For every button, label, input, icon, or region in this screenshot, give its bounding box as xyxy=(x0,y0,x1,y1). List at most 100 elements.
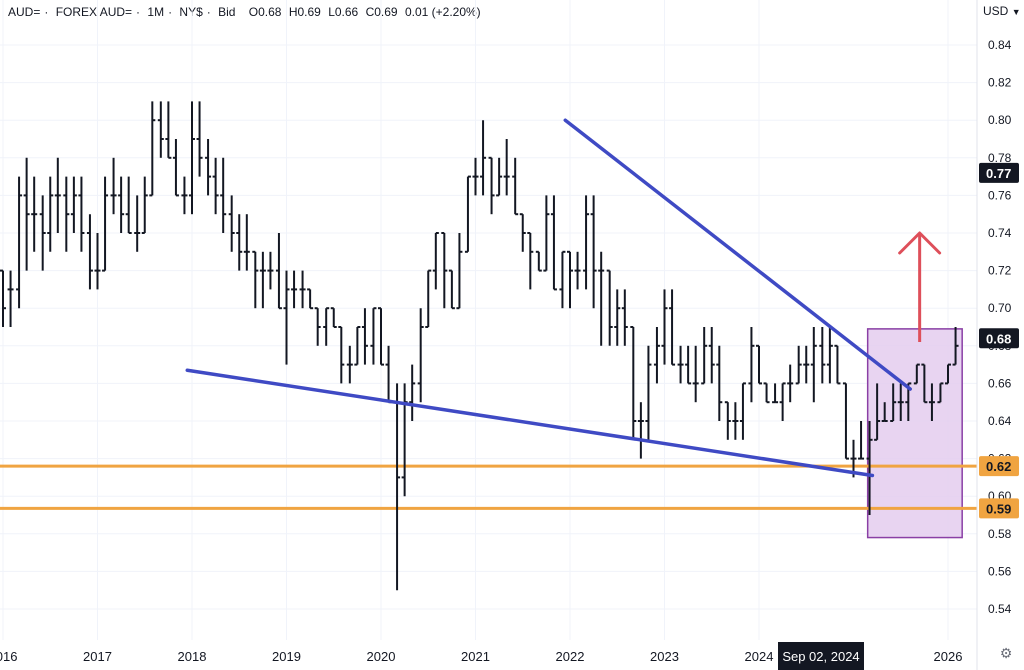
trend-line-0[interactable] xyxy=(563,118,912,391)
price-label-tag: 0.59 xyxy=(979,498,1019,519)
ohlc-bar xyxy=(441,232,448,309)
x-tick-label: 2016 xyxy=(0,649,17,664)
ohlc-bar xyxy=(583,195,590,290)
ohlc-bar xyxy=(937,382,944,404)
ohlc-bar xyxy=(763,382,770,404)
price-label-bg xyxy=(979,456,1019,477)
ohlc-bar xyxy=(409,364,416,421)
ohlc-bar xyxy=(787,364,794,403)
ohlc-bar xyxy=(307,288,314,310)
ohlc-low: L0.66 xyxy=(328,5,359,19)
ohlc-bar xyxy=(692,345,699,403)
ohlc-bar xyxy=(653,327,660,384)
ohlc-bar xyxy=(685,345,692,385)
ohlc-bar xyxy=(385,345,392,404)
ohlc-bar xyxy=(810,327,817,403)
ohlc-bar xyxy=(921,363,928,404)
ohlc-bar xyxy=(299,270,306,309)
ohlc-bar xyxy=(464,175,471,253)
y-tick-label: 0.70 xyxy=(988,301,1012,315)
y-tick-label: 0.82 xyxy=(988,76,1012,90)
gear-icon[interactable]: ⚙ xyxy=(999,645,1013,661)
grid xyxy=(0,0,977,640)
y-tick-label: 0.58 xyxy=(988,527,1012,541)
support-lines xyxy=(0,464,977,510)
ohlc-bars xyxy=(0,101,959,591)
ohlc-bar xyxy=(716,345,723,421)
ohlc-bar xyxy=(606,269,613,346)
ohlc-bar xyxy=(157,101,164,158)
price-type: Bid xyxy=(218,5,236,19)
price-label-tag: 0.68 xyxy=(979,328,1019,349)
ohlc-bar xyxy=(858,421,865,460)
source: NY$ xyxy=(179,5,203,19)
currency-selector[interactable]: USD ▼ xyxy=(983,4,1021,18)
ohlc-bar xyxy=(567,250,573,309)
y-tick-label: 0.84 xyxy=(988,38,1012,52)
ohlc-bar xyxy=(236,214,243,271)
ohlc-bar xyxy=(31,176,38,252)
price-axis: 0.84 0.82 0.80 0.78 0.76 0.74 0.72 0.70 0.68 0.66… xyxy=(979,38,1019,616)
ohlc-bar xyxy=(243,214,250,271)
currency-label: USD xyxy=(983,4,1009,18)
arrow-layer xyxy=(898,231,942,343)
ohlc-high: H0.69 xyxy=(288,5,321,19)
ohlc-bar xyxy=(677,345,684,384)
ohlc-bar xyxy=(795,345,802,385)
ohlc-bar xyxy=(645,345,652,440)
ohlc-bar xyxy=(842,382,849,460)
ohlc-bar xyxy=(724,401,731,440)
y-tick-label: 0.78 xyxy=(988,151,1012,165)
y-tick-label: 0.66 xyxy=(988,376,1012,390)
y-tick-label: 0.74 xyxy=(988,226,1012,240)
ohlc-bar xyxy=(661,289,668,365)
y-tick-label: 0.76 xyxy=(988,188,1012,202)
up-arrow-head[interactable] xyxy=(898,231,942,255)
ohlc-bar xyxy=(228,195,235,252)
ohlc-bar xyxy=(196,101,203,177)
ohlc-bar xyxy=(480,120,487,196)
ohlc-bar xyxy=(913,363,920,385)
ohlc-bar xyxy=(928,383,935,421)
price-label-text: 0.77 xyxy=(986,166,1011,181)
x-tick-label: 2023 xyxy=(650,649,679,664)
ohlc-bar xyxy=(952,327,959,366)
ohlc-bar xyxy=(630,326,637,440)
ohlc-bar xyxy=(598,251,605,346)
ohlc-bar xyxy=(708,327,715,384)
ohlc-bar xyxy=(425,269,432,328)
price-label-text: 0.62 xyxy=(986,459,1011,474)
ohlc-bar xyxy=(614,289,621,346)
symbol-header: AUD= · FOREX AUD= · 1M · NY$ · Bid O0.68 H0.… xyxy=(8,5,481,19)
ohlc-bar xyxy=(361,308,368,365)
ohlc-bar xyxy=(110,157,117,215)
y-tick-label: 0.80 xyxy=(988,113,1012,127)
ohlc-bar xyxy=(141,176,148,234)
ohlc-bar xyxy=(16,176,23,309)
y-tick-label: 0.72 xyxy=(988,264,1012,278)
ohlc-bar xyxy=(945,363,951,385)
ohlc-bar xyxy=(323,307,330,346)
trend-lines xyxy=(185,118,912,478)
ohlc-bar xyxy=(149,101,156,197)
ohlc-bar xyxy=(748,327,755,403)
x-tick-label: 2021 xyxy=(461,649,490,664)
trend-line-1[interactable] xyxy=(185,368,875,478)
ohlc-bar xyxy=(488,156,495,215)
ohlc-bar xyxy=(535,250,542,272)
ohlc-bar xyxy=(637,402,644,459)
ohlc-bar xyxy=(354,326,361,366)
x-tick-label: 2024 xyxy=(745,649,774,664)
price-label-tag: 0.62 xyxy=(979,456,1019,477)
ohlc-bar xyxy=(456,233,463,310)
ohlc-bar xyxy=(803,345,810,384)
highlight-box[interactable] xyxy=(866,328,963,539)
ohlc-bar xyxy=(512,157,519,216)
highlight-box-layer xyxy=(866,328,963,539)
crosshair-date-bg xyxy=(778,642,864,670)
ohlc-bar xyxy=(417,308,424,403)
ohlc-bar xyxy=(47,176,54,252)
ohlc-bar xyxy=(496,157,503,197)
ohlc-bar xyxy=(63,176,70,252)
